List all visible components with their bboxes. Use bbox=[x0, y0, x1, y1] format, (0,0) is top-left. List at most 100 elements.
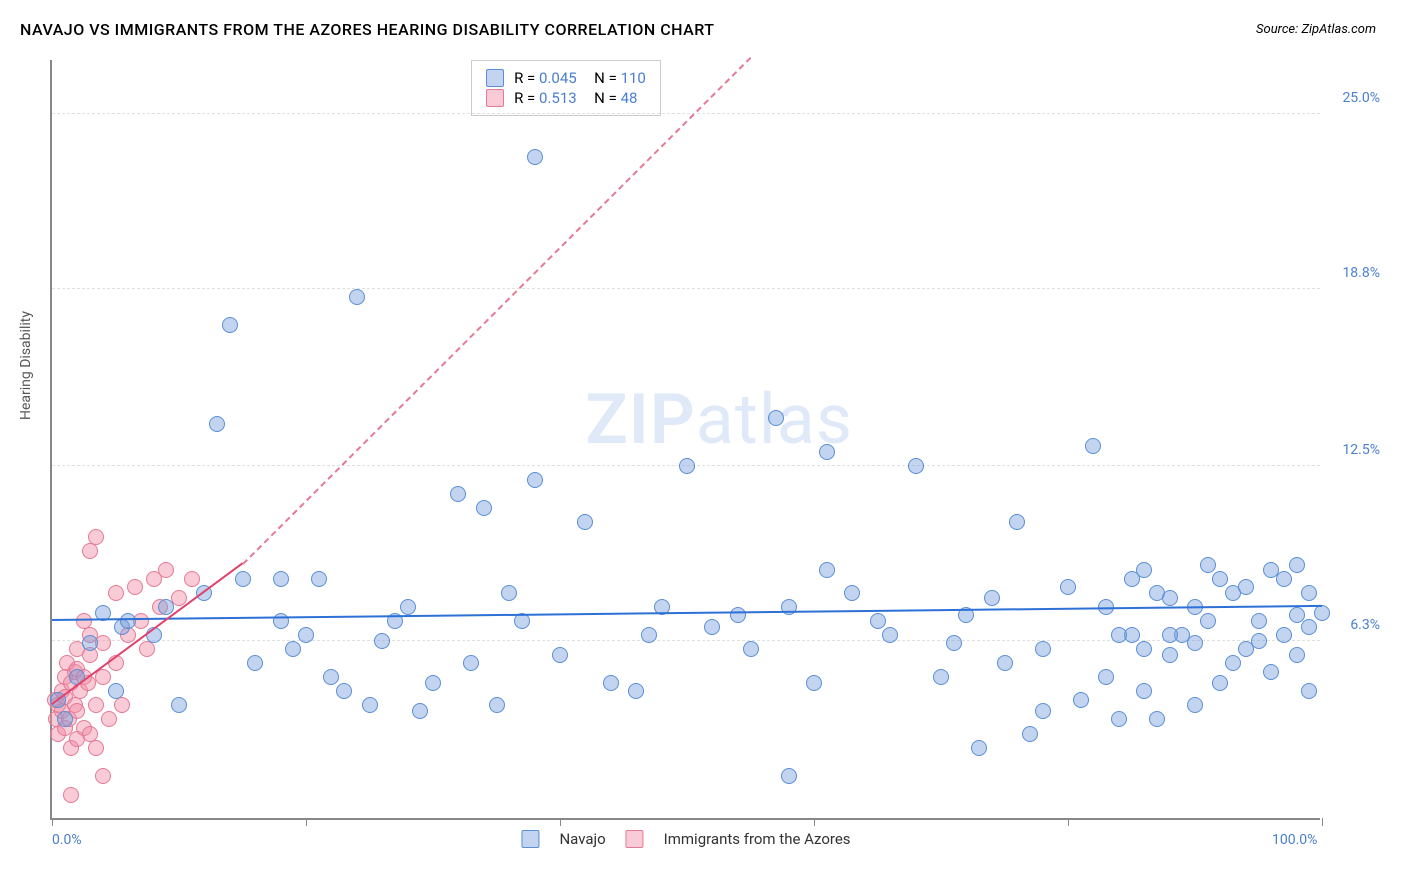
x-tick-label: 0.0% bbox=[52, 832, 82, 848]
scatter-point-series1 bbox=[273, 613, 289, 629]
scatter-point-series1 bbox=[844, 585, 860, 601]
scatter-point-series1 bbox=[476, 500, 492, 516]
y-tick-label: 25.0% bbox=[1342, 90, 1380, 106]
scatter-point-series1 bbox=[349, 289, 365, 305]
x-tick bbox=[814, 818, 815, 826]
scatter-point-series1 bbox=[57, 711, 73, 727]
scatter-point-series1 bbox=[1085, 438, 1101, 454]
legend-swatch-series2 bbox=[626, 830, 644, 848]
scatter-point-series1 bbox=[628, 683, 644, 699]
trendline-series2-extrapolation bbox=[242, 56, 751, 564]
scatter-point-series1 bbox=[1289, 557, 1305, 573]
trendline-series1 bbox=[52, 605, 1322, 621]
scatter-point-series1 bbox=[984, 590, 1000, 606]
scatter-point-series1 bbox=[641, 627, 657, 643]
scatter-point-series1 bbox=[120, 613, 136, 629]
scatter-point-series1 bbox=[946, 635, 962, 651]
scatter-point-series1 bbox=[273, 571, 289, 587]
scatter-point-series1 bbox=[1111, 711, 1127, 727]
scatter-point-series1 bbox=[768, 410, 784, 426]
scatter-point-series1 bbox=[1073, 692, 1089, 708]
scatter-point-series2 bbox=[184, 571, 200, 587]
x-tick bbox=[560, 818, 561, 826]
scatter-point-series1 bbox=[1289, 647, 1305, 663]
source-credit: Source: ZipAtlas.com bbox=[1256, 22, 1376, 37]
scatter-point-series1 bbox=[781, 768, 797, 784]
scatter-point-series1 bbox=[412, 703, 428, 719]
x-tick bbox=[306, 818, 307, 826]
scatter-point-series1 bbox=[171, 697, 187, 713]
chart-title: NAVAJO VS IMMIGRANTS FROM THE AZORES HEA… bbox=[20, 20, 715, 39]
legend-label-series2: Immigrants from the Azores bbox=[664, 830, 851, 848]
scatter-point-series2 bbox=[114, 697, 130, 713]
scatter-point-series1 bbox=[1276, 627, 1292, 643]
scatter-point-series2 bbox=[139, 641, 155, 657]
scatter-point-series1 bbox=[806, 675, 822, 691]
scatter-point-series1 bbox=[235, 571, 251, 587]
scatter-point-series1 bbox=[1124, 571, 1140, 587]
scatter-point-series1 bbox=[552, 647, 568, 663]
watermark: ZIPatlas bbox=[585, 379, 853, 461]
scatter-point-series1 bbox=[298, 627, 314, 643]
scatter-point-series1 bbox=[222, 317, 238, 333]
scatter-point-series1 bbox=[1238, 579, 1254, 595]
scatter-point-series1 bbox=[1301, 683, 1317, 699]
scatter-point-series2 bbox=[101, 711, 117, 727]
scatter-point-series1 bbox=[1251, 613, 1267, 629]
scatter-point-series1 bbox=[1162, 647, 1178, 663]
scatter-point-series1 bbox=[209, 416, 225, 432]
scatter-point-series1 bbox=[489, 697, 505, 713]
scatter-point-series1 bbox=[1136, 641, 1152, 657]
scatter-point-series2 bbox=[63, 787, 79, 803]
y-axis-label: Hearing Disability bbox=[18, 311, 34, 420]
x-tick bbox=[1322, 818, 1323, 826]
gridline bbox=[52, 113, 1320, 114]
scatter-point-series1 bbox=[450, 486, 466, 502]
swatch-series2 bbox=[486, 89, 504, 107]
scatter-point-series1 bbox=[1035, 703, 1051, 719]
scatter-point-series1 bbox=[819, 444, 835, 460]
legend: Navajo Immigrants from the Azores bbox=[521, 830, 850, 848]
scatter-point-series2 bbox=[158, 562, 174, 578]
scatter-point-series1 bbox=[882, 627, 898, 643]
scatter-point-series1 bbox=[527, 149, 543, 165]
x-tick bbox=[1068, 818, 1069, 826]
scatter-point-series1 bbox=[971, 740, 987, 756]
scatter-point-series1 bbox=[362, 697, 378, 713]
stats-row-series1: R = 0.045 N = 110 bbox=[486, 69, 646, 87]
scatter-point-series1 bbox=[1162, 590, 1178, 606]
scatter-point-series1 bbox=[1301, 619, 1317, 635]
scatter-point-series1 bbox=[1187, 697, 1203, 713]
swatch-series1 bbox=[486, 69, 504, 87]
scatter-point-series2 bbox=[127, 579, 143, 595]
scatter-point-series1 bbox=[679, 458, 695, 474]
scatter-point-series1 bbox=[1098, 669, 1114, 685]
scatter-point-series1 bbox=[1136, 683, 1152, 699]
scatter-point-series1 bbox=[400, 599, 416, 615]
scatter-point-series2 bbox=[108, 585, 124, 601]
scatter-point-series2 bbox=[88, 529, 104, 545]
scatter-point-series1 bbox=[577, 514, 593, 530]
scatter-point-series1 bbox=[285, 641, 301, 657]
scatter-point-series1 bbox=[933, 669, 949, 685]
scatter-point-series1 bbox=[311, 571, 327, 587]
scatter-point-series1 bbox=[323, 669, 339, 685]
scatter-point-series1 bbox=[1060, 579, 1076, 595]
plot-area: ZIPatlas R = 0.045 N = 110 R = 0.513 N =… bbox=[50, 60, 1320, 820]
scatter-point-series1 bbox=[1212, 571, 1228, 587]
scatter-point-series2 bbox=[88, 740, 104, 756]
scatter-point-series1 bbox=[1162, 627, 1178, 643]
scatter-point-series1 bbox=[501, 585, 517, 601]
scatter-point-series1 bbox=[1200, 557, 1216, 573]
scatter-point-series2 bbox=[88, 697, 104, 713]
scatter-point-series1 bbox=[819, 562, 835, 578]
scatter-point-series1 bbox=[870, 613, 886, 629]
scatter-point-series1 bbox=[336, 683, 352, 699]
stats-row-series2: R = 0.513 N = 48 bbox=[486, 89, 646, 107]
scatter-point-series1 bbox=[82, 635, 98, 651]
scatter-point-series1 bbox=[1263, 664, 1279, 680]
scatter-point-series2 bbox=[82, 543, 98, 559]
scatter-point-series1 bbox=[374, 633, 390, 649]
scatter-point-series1 bbox=[1225, 655, 1241, 671]
scatter-point-series1 bbox=[1022, 726, 1038, 742]
